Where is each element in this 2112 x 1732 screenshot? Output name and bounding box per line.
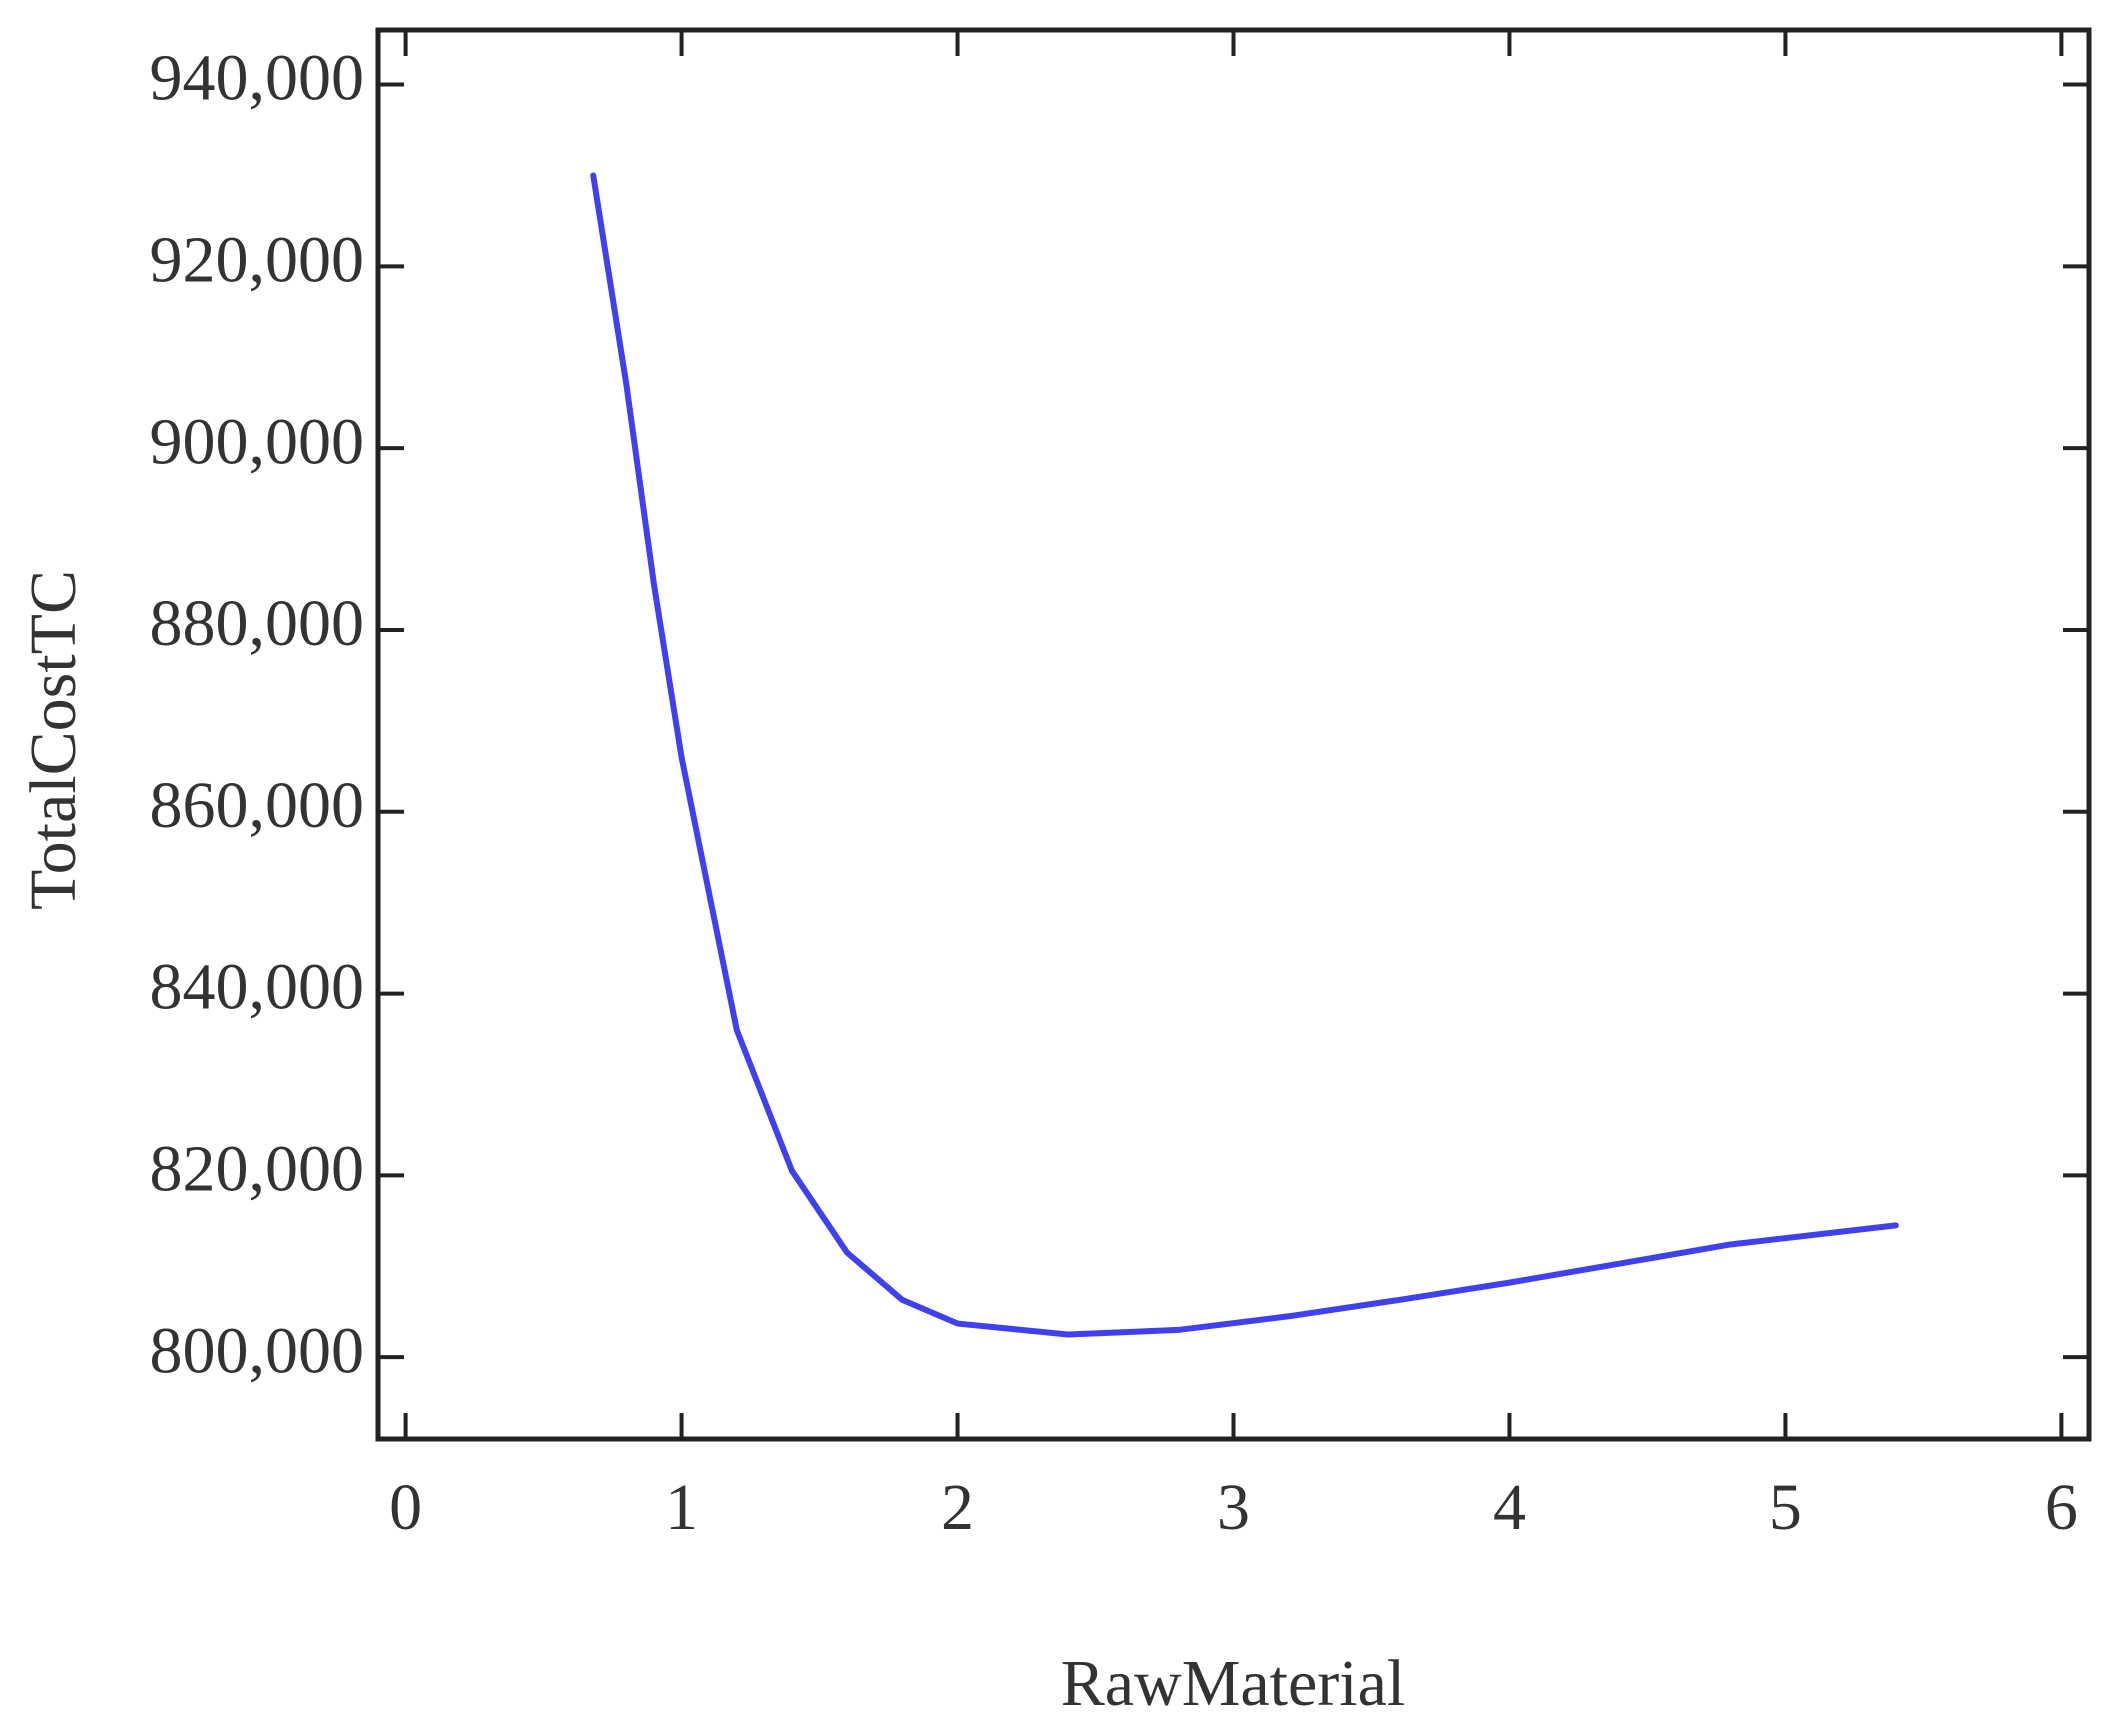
y-tick-label: 880,000: [150, 587, 365, 660]
plot-frame: [375, 27, 2092, 1442]
x-tick-label: 1: [665, 1471, 698, 1544]
y-tick-label: 900,000: [150, 405, 365, 478]
x-tick-label: 5: [1769, 1471, 1802, 1544]
x-axis-label: RawMaterial: [1061, 1647, 1406, 1720]
y-tick-label: 820,000: [150, 1133, 365, 1206]
y-tick-label: 800,000: [150, 1314, 365, 1387]
x-tick-label: 4: [1493, 1471, 1526, 1544]
x-tick-label: 0: [389, 1471, 422, 1544]
y-tick-label: 840,000: [150, 951, 365, 1024]
y-tick-label: 940,000: [150, 42, 365, 115]
x-tick-label: 3: [1217, 1471, 1250, 1544]
y-tick-label: 860,000: [150, 769, 365, 842]
line-series: [590, 172, 1899, 1338]
x-tick-label: 6: [2045, 1471, 2078, 1544]
y-axis-label: TotalCostTC: [17, 570, 90, 910]
x-tick-label: 2: [941, 1471, 974, 1544]
y-tick-label: 920,000: [150, 223, 365, 296]
